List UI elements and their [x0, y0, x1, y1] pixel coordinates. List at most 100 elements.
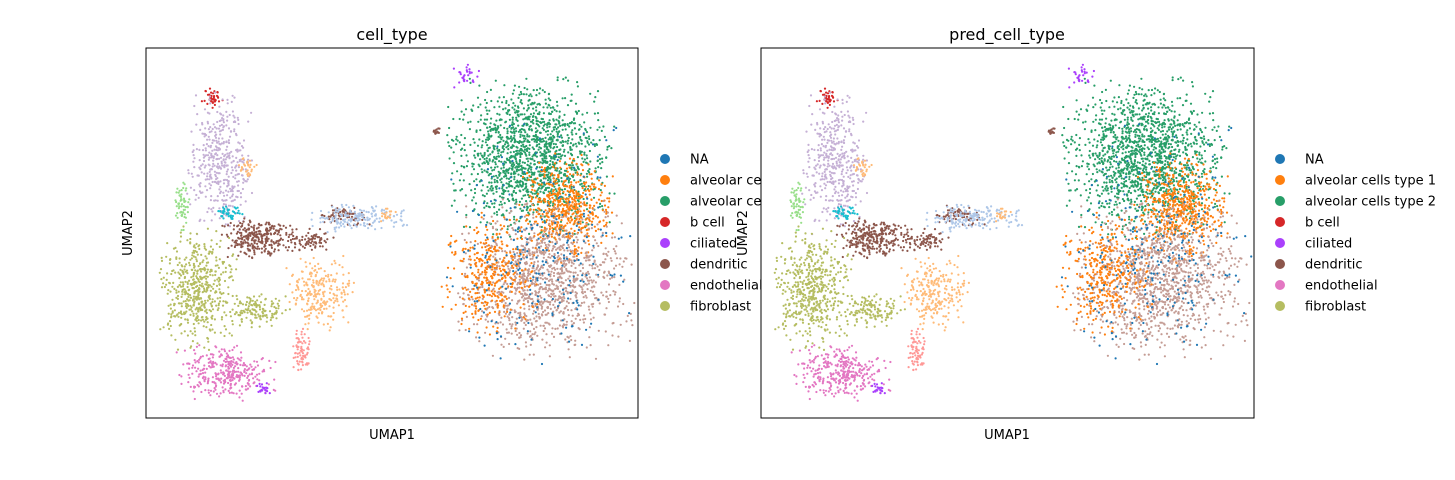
scatter-point — [252, 382, 255, 385]
scatter-point — [525, 77, 528, 80]
scatter-point — [226, 255, 229, 259]
scatter-point — [573, 127, 577, 130]
scatter-point — [338, 226, 341, 229]
scatter-point — [583, 151, 586, 154]
scatter-point — [488, 146, 491, 149]
scatter-point — [332, 318, 335, 321]
scatter-point — [200, 270, 203, 273]
scatter-point — [558, 186, 561, 189]
scatter-point — [227, 215, 230, 218]
scatter-point — [211, 317, 214, 320]
scatter-point — [576, 81, 579, 84]
scatter-point — [350, 227, 353, 230]
scatter-point — [583, 153, 586, 156]
scatter-point — [572, 207, 575, 210]
scatter-point — [213, 95, 216, 98]
scatter-point — [162, 326, 165, 329]
scatter-point — [248, 166, 251, 169]
scatter-point — [556, 135, 559, 138]
scatter-point — [230, 386, 233, 389]
scatter-point — [225, 352, 228, 355]
scatter-point — [552, 190, 555, 193]
scatter-point — [570, 121, 574, 124]
scatter-point — [237, 370, 240, 373]
scatter-point — [504, 121, 507, 124]
scatter-point — [196, 315, 199, 318]
scatter-point — [197, 196, 200, 199]
scatter-point — [230, 232, 233, 235]
scatter-point — [502, 150, 505, 153]
scatter-point — [548, 207, 551, 210]
scatter-point — [253, 360, 256, 363]
scatter-point — [295, 280, 299, 283]
scatter-point — [293, 237, 296, 240]
scatter-point — [205, 143, 208, 146]
scatter-point — [543, 173, 546, 176]
scatter-point — [212, 162, 215, 165]
scatter-point — [189, 385, 192, 388]
scatter-point — [193, 330, 197, 333]
scatter-point — [273, 305, 276, 309]
scatter-point — [307, 231, 310, 235]
scatter-point — [244, 388, 247, 391]
scatter-point — [550, 332, 554, 335]
scatter-point — [578, 284, 581, 287]
scatter-point — [467, 121, 470, 124]
scatter-point — [579, 150, 582, 153]
scatter-point — [596, 216, 600, 219]
scatter-point — [573, 179, 576, 182]
scatter-point — [301, 352, 305, 355]
scatter-point — [340, 213, 343, 216]
scatter-point — [463, 113, 466, 116]
scatter-point — [250, 168, 253, 171]
scatter-point — [232, 369, 235, 372]
scatter-point — [579, 183, 582, 186]
scatter-point — [375, 217, 378, 220]
scatter-point — [572, 122, 575, 125]
scatter-point — [179, 235, 183, 238]
scatter-point — [487, 162, 490, 165]
scatter-point — [567, 179, 571, 182]
scatter-point — [566, 170, 569, 173]
scatter-point — [531, 188, 534, 191]
scatter-point — [196, 360, 199, 363]
scatter-point — [504, 161, 507, 164]
scatter-point — [554, 199, 557, 202]
scatter-point — [538, 103, 542, 106]
scatter-point — [252, 228, 256, 232]
scatter-point — [186, 334, 189, 337]
scatter-point — [208, 151, 211, 154]
scatter-point — [576, 194, 579, 197]
scatter-point — [487, 174, 490, 177]
scatter-point — [219, 392, 222, 395]
scatter-point — [270, 225, 273, 228]
scatter-point — [216, 195, 219, 198]
scatter-point — [249, 234, 252, 237]
scatter-point — [521, 134, 524, 137]
scatter-point — [570, 93, 573, 96]
scatter-point — [251, 368, 254, 371]
scatter-point — [489, 172, 492, 175]
scatter-point — [312, 285, 315, 288]
scatter-point — [574, 102, 578, 105]
scatter-point — [549, 178, 552, 181]
scatter-point — [594, 229, 598, 232]
scatter-point — [547, 97, 550, 100]
scatter-point — [209, 302, 212, 305]
scatter-point — [529, 205, 532, 208]
scatter-point — [220, 353, 223, 356]
scatter-point — [183, 183, 186, 186]
scatter-point — [575, 132, 578, 135]
scatter-point — [582, 191, 585, 195]
scatter-point — [336, 288, 339, 291]
scatter-point — [191, 340, 194, 343]
scatter-point — [199, 182, 202, 185]
scatter-point — [458, 117, 461, 121]
scatter-point — [201, 149, 205, 152]
scatter-point — [221, 117, 224, 120]
scatter-point — [242, 220, 245, 223]
scatter-point — [216, 162, 220, 165]
scatter-point — [489, 122, 492, 125]
scatter-point — [208, 297, 211, 301]
scatter-point — [555, 123, 558, 126]
